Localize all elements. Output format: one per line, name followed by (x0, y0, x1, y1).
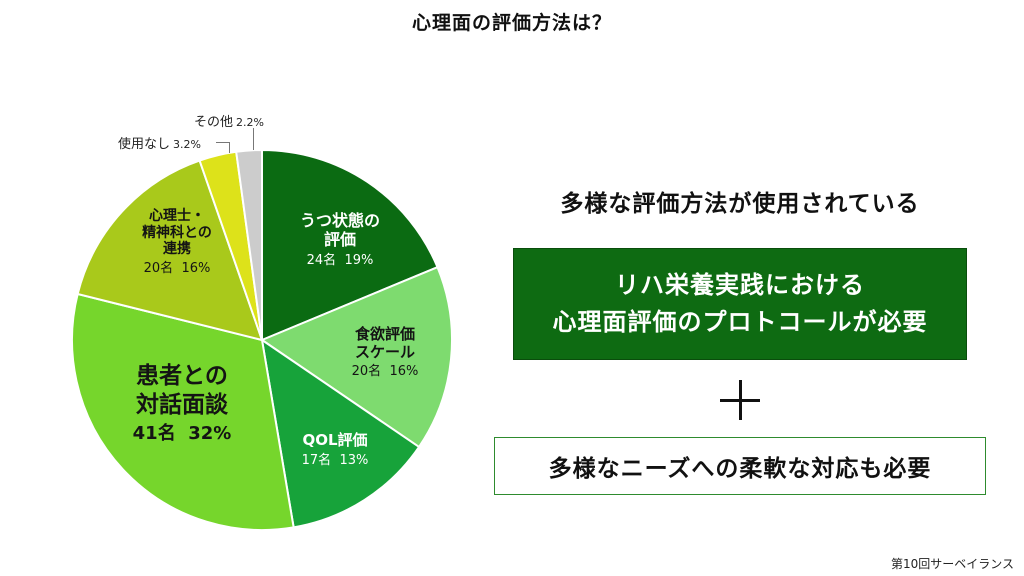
slice-name-qol: QOL評価 (302, 431, 368, 449)
slice-value-dialogue: 41名 32% (132, 422, 232, 444)
slice-label-qol: QOL評価 17名 13% (285, 431, 385, 468)
protocol-line-2: 心理面評価のプロトコールが必要 (552, 308, 928, 336)
slice-label-appetite: 食欲評価 スケール 20名 16% (330, 325, 440, 380)
leader-line-none-v (229, 142, 230, 153)
plus-icon (720, 380, 760, 420)
slice-value-qol: 17名 13% (301, 452, 369, 468)
slice-value-none: 3.2% (173, 138, 201, 151)
pie-slice-appetite (259, 265, 453, 449)
slice-name-other: その他 (194, 115, 234, 130)
flexible-needs-callout: 多様なニーズへの柔軟な対応も必要 (494, 437, 986, 495)
slice-name-psychologist: 心理士・ 精神科との 連携 (142, 208, 212, 258)
pie-slice-dialogue (70, 292, 295, 531)
slice-name-appetite: 食欲評価 スケール (354, 325, 415, 361)
pie-slice-psychologist (76, 159, 264, 342)
slice-value-depression: 24名 19% (306, 252, 374, 268)
pie-slice-other (235, 148, 263, 341)
slice-label-dialogue: 患者との 対話面談 41名 32% (112, 362, 252, 445)
pie-slice-qol (260, 337, 421, 529)
pie-slice-depression (261, 148, 439, 342)
slice-value-appetite: 20名 16% (351, 364, 419, 380)
protocol-callout: リハ栄養実践における 心理面評価のプロトコールが必要 (513, 248, 967, 360)
slice-name-depression: うつ状態の 評価 (299, 211, 380, 249)
slice-name-dialogue: 患者との 対話面談 (136, 363, 228, 418)
slice-label-other: その他 2.2% (194, 111, 264, 130)
leader-line-none-h (216, 142, 229, 143)
slice-label-none: 使用なし 3.2% (118, 133, 201, 152)
slice-name-none: 使用なし (118, 137, 171, 152)
footer-source: 第10回サーベイランス (890, 557, 1014, 571)
leader-line-other (253, 128, 254, 150)
slice-label-depression: うつ状態の 評価 24名 19% (280, 211, 400, 268)
slice-value-other: 2.2% (236, 116, 264, 129)
headline: 多様な評価方法が使用されている (560, 191, 920, 217)
chart-title: 心理面の評価方法は？ (411, 12, 612, 34)
protocol-line-1: リハ栄養実践における (615, 270, 865, 299)
slice-value-psychologist: 20名 16% (143, 260, 211, 276)
slice-label-psychologist: 心理士・ 精神科との 連携 20名 16% (122, 208, 232, 276)
